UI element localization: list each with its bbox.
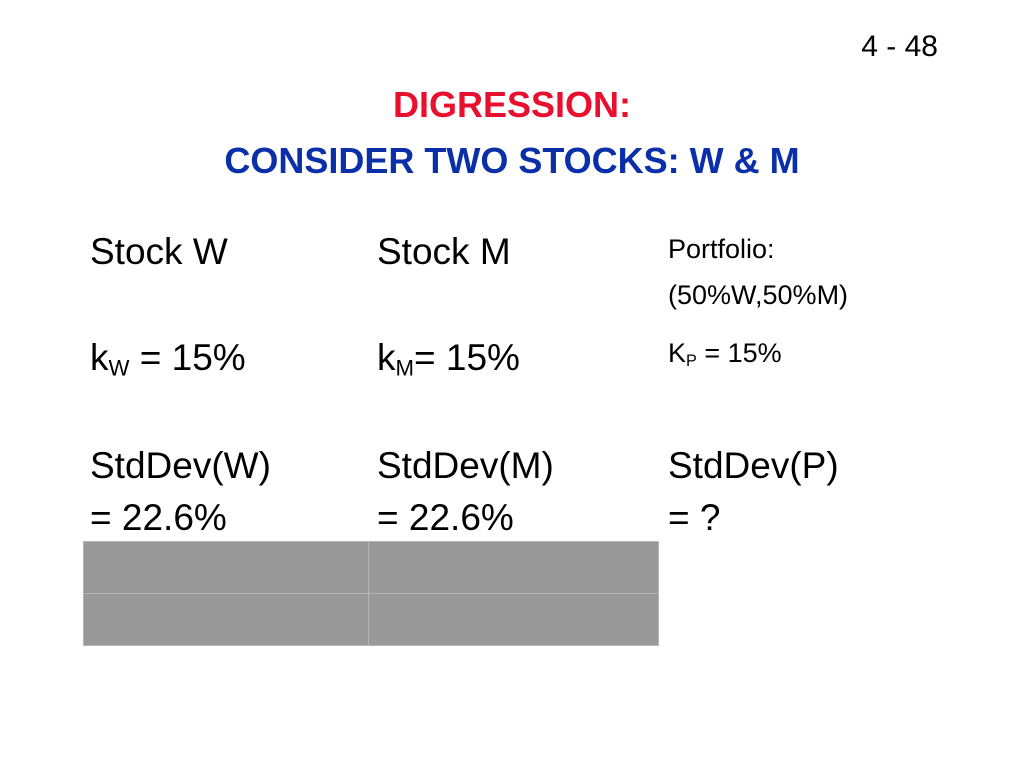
- stddev: StdDev(M) = 22.6%: [377, 440, 554, 544]
- return-value: KP = 15%: [668, 330, 782, 384]
- title-line: DIGRESSION:: [392, 84, 632, 125]
- stddev-line: = 22.6%: [377, 497, 514, 538]
- return-rest: = 15%: [413, 337, 520, 378]
- header-line: Stock W: [90, 231, 228, 272]
- stddev-line: StdDev(P): [668, 445, 839, 486]
- return-symbol: K: [668, 338, 687, 368]
- stddev-line: = ?: [668, 497, 721, 538]
- return-value: kM= 15%: [377, 332, 520, 395]
- gray-cell: [368, 541, 659, 594]
- column-header: Portfolio: (50%W,50%M): [668, 226, 848, 318]
- slide-number: 4 - 48: [861, 30, 938, 63]
- return-subscript: P: [686, 352, 697, 371]
- stddev-line: = 22.6%: [90, 497, 227, 538]
- header-line: Portfolio:: [668, 234, 775, 264]
- gray-cell: [83, 593, 369, 646]
- return-subscript: M: [395, 355, 414, 381]
- return-rest: = 15%: [696, 338, 782, 368]
- stddev-line: StdDev(W): [90, 445, 271, 486]
- column-header: Stock W: [90, 226, 228, 278]
- return-symbol: k: [377, 337, 396, 378]
- return-subscript: W: [108, 355, 130, 381]
- gray-cell: [368, 593, 659, 646]
- return-symbol: k: [90, 337, 109, 378]
- return-rest: = 15%: [129, 337, 246, 378]
- gray-cell: [83, 541, 369, 594]
- header-line: (50%W,50%M): [668, 280, 849, 310]
- title-line: CONSIDER TWO STOCKS: W & M: [224, 140, 800, 181]
- column-header: Stock M: [377, 226, 511, 278]
- header-line: Stock M: [377, 231, 511, 272]
- stddev: StdDev(W) = 22.6%: [90, 440, 271, 544]
- return-value: kW = 15%: [90, 332, 246, 395]
- stddev-line: StdDev(M): [377, 445, 554, 486]
- stddev: StdDev(P) = ?: [668, 440, 839, 544]
